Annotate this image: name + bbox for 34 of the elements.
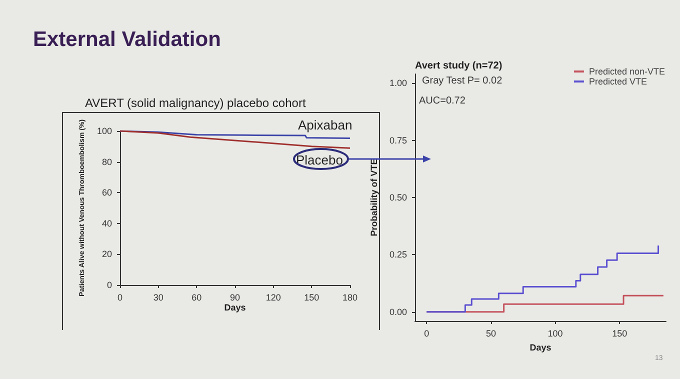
x-tick-label: 0 bbox=[424, 328, 430, 338]
y-tick-label: 40 bbox=[102, 218, 112, 228]
y-tick-label: 0 bbox=[106, 280, 112, 290]
y-tick-label: 0.75 bbox=[389, 135, 407, 146]
x-tick-label: 90 bbox=[230, 292, 240, 302]
legend-label: Predicted non-VTE bbox=[588, 66, 666, 76]
series-label: Placebo bbox=[296, 152, 343, 168]
x-tick-label: 30 bbox=[153, 292, 164, 302]
y-tick-label: 60 bbox=[102, 188, 112, 198]
y-tick-label: 0.50 bbox=[389, 192, 407, 202]
y-tick-label: 80 bbox=[102, 156, 112, 167]
x-tick-label: 0 bbox=[117, 292, 123, 302]
x-tick-label: 100 bbox=[548, 328, 563, 338]
annotation: AUC=0.72 bbox=[419, 96, 466, 106]
y-tick-label: 0.00 bbox=[389, 306, 407, 317]
chart-title: External Validation bbox=[33, 28, 221, 51]
legend-label: Predicted VTE bbox=[588, 76, 647, 86]
x-tick-label: 150 bbox=[612, 328, 628, 338]
x-tick-label: 150 bbox=[304, 292, 320, 302]
x-axis-title: Days bbox=[224, 302, 246, 312]
x-tick-label: 60 bbox=[192, 292, 202, 302]
y-tick-label: 20 bbox=[102, 249, 112, 260]
chart-title: Avert study (n=72) bbox=[415, 60, 502, 72]
y-tick-label: 0.25 bbox=[389, 250, 407, 260]
x-tick-label: 120 bbox=[266, 292, 281, 302]
chart-subtitle: AVERT (solid malignancy) placebo cohort bbox=[85, 96, 306, 110]
annotation: Gray Test P= 0.02 bbox=[422, 76, 503, 86]
x-tick-label: 180 bbox=[342, 292, 358, 302]
x-tick-label: 50 bbox=[486, 328, 496, 338]
y-tick-label: 1.00 bbox=[389, 78, 407, 88]
series-label: Apixaban bbox=[298, 118, 352, 133]
y-tick-label: 100 bbox=[96, 126, 112, 136]
y-axis-title: Probability of VTE bbox=[369, 158, 380, 236]
x-axis-title: Days bbox=[530, 342, 552, 352]
